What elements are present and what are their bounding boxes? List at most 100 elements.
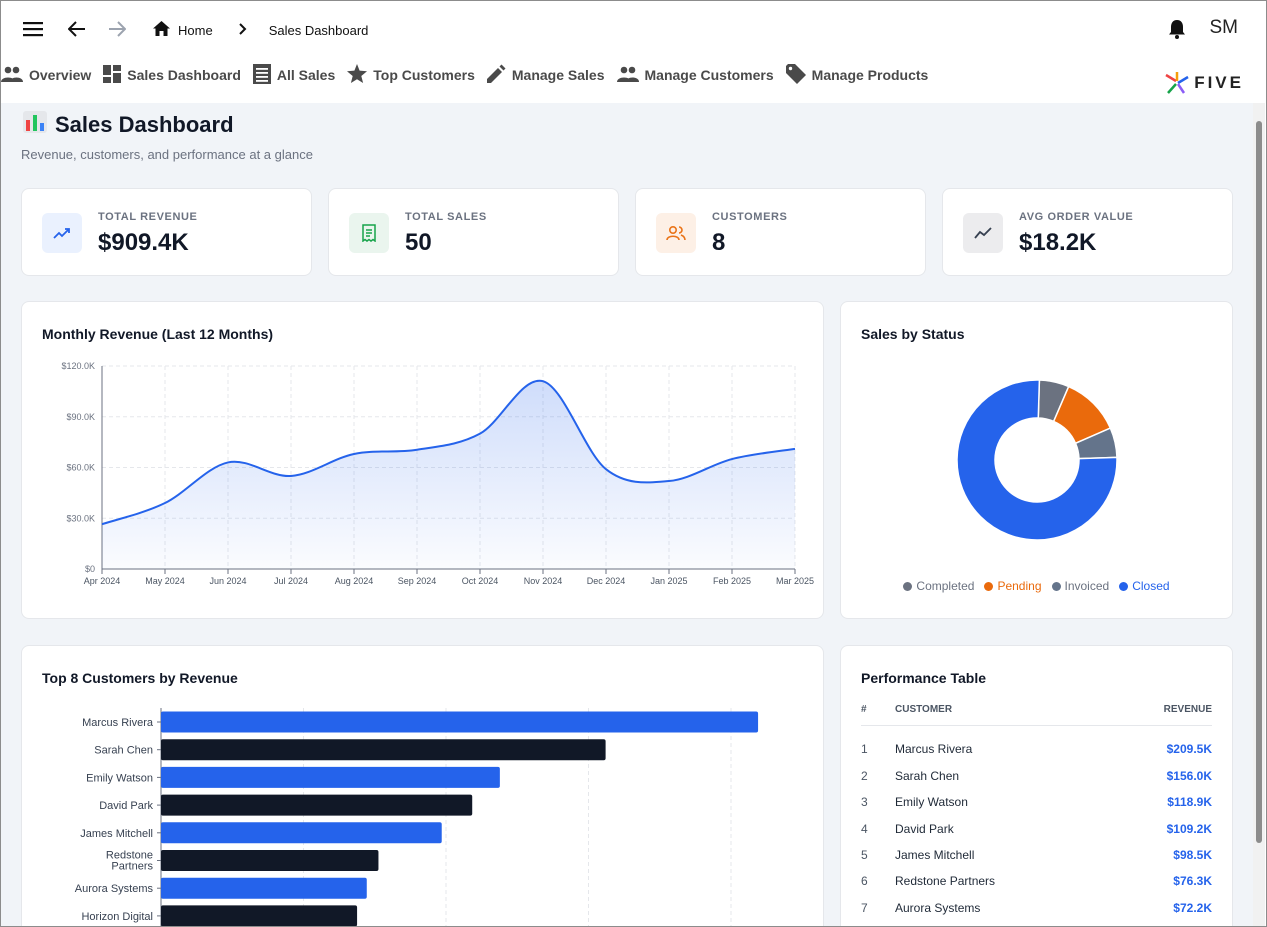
nav-label: Overview (29, 67, 92, 83)
x-tick-label: Dec 2024 (587, 576, 626, 586)
nav-item-all-sales[interactable]: All Sales (252, 63, 335, 87)
legend-dot (1051, 581, 1061, 591)
dashboard-icon (103, 64, 122, 86)
bar-chart-emoji-icon (23, 111, 47, 139)
legend-item-pending[interactable]: Pending (984, 579, 1042, 593)
row-num: 4 (861, 822, 868, 836)
header-revenue: REVENUE (1163, 704, 1212, 715)
chart-line-icon (963, 213, 1003, 253)
table-row[interactable]: 5 James Mitchell $98.5K (861, 848, 1212, 874)
row-num: 1 (861, 742, 868, 756)
x-tick-label: Mar 2025 (776, 576, 814, 586)
category-label: Sarah Chen (94, 745, 153, 757)
five-logo-mark-icon (1165, 72, 1189, 94)
x-tick-label: Oct 2024 (462, 576, 499, 586)
legend-dot (984, 581, 994, 591)
legend-item-closed[interactable]: Closed (1119, 579, 1170, 593)
category-label: James Mitchell (80, 828, 153, 840)
nav-item-manage-products[interactable]: Manage Products (785, 63, 928, 87)
receipt-icon (349, 213, 389, 253)
nav-item-sales-dashboard[interactable]: Sales Dashboard (103, 64, 241, 86)
chart-title: Top 8 Customers by Revenue (42, 670, 238, 686)
back-arrow-icon[interactable] (63, 15, 91, 43)
scrollbar-thumb[interactable] (1256, 121, 1262, 843)
kpi-card-total-sales: TOTAL SALES 50 (328, 188, 619, 276)
people-icon (616, 66, 639, 85)
chart-title: Monthly Revenue (Last 12 Months) (42, 326, 274, 342)
top-customers-chart: Marcus Rivera Sarah Chen Emily Watson David… (75, 708, 759, 926)
revenue-line (101, 379, 796, 526)
row-num: 3 (861, 795, 868, 809)
row-customer: Emily Watson (895, 795, 968, 809)
row-revenue: $72.2K (1173, 901, 1212, 915)
chart-legend: Completed Pending Invoiced Closed (841, 579, 1232, 593)
category-label: David Park (99, 800, 153, 812)
row-revenue: $98.5K (1173, 848, 1212, 862)
logo-text: FIVE (1194, 73, 1244, 92)
users-icon (656, 213, 696, 253)
kpi-value: $909.4K (98, 229, 189, 256)
kpi-card-avg-order-value: AVG ORDER VALUE $18.2K (942, 188, 1233, 276)
kpi-label: AVG ORDER VALUE (1019, 211, 1134, 223)
pie-slice-closed[interactable] (956, 379, 1118, 541)
bar-horizon-digital[interactable] (161, 905, 358, 926)
category-label: Aurora Systems (75, 883, 154, 895)
legend-label: Invoiced (1064, 579, 1110, 593)
page-title-text: Sales Dashboard (55, 112, 234, 137)
table-title: Performance Table (861, 670, 987, 686)
bar-david-park[interactable] (161, 794, 473, 816)
category-label: Partners (111, 861, 153, 873)
legend-item-invoiced[interactable]: Invoiced (1051, 579, 1110, 593)
bar-aurora-systems[interactable] (161, 877, 367, 899)
breadcrumb-home[interactable]: Home (178, 22, 213, 38)
bell-icon[interactable] (1163, 15, 1191, 43)
kpi-card-total-revenue: TOTAL REVENUE $909.4K (21, 188, 312, 276)
bar-marcus-rivera[interactable] (161, 711, 759, 733)
vertical-scrollbar[interactable] (1253, 103, 1265, 926)
nav-label: Manage Sales (511, 67, 605, 83)
table-row[interactable]: 7 Aurora Systems $72.2K (861, 901, 1212, 926)
row-num: 2 (861, 769, 868, 783)
user-avatar[interactable]: SM (1209, 17, 1239, 38)
nav-menu: Overview Sales Dashboard All Sales Top C… (1, 61, 940, 89)
nav-item-overview[interactable]: Overview (1, 66, 91, 85)
bar-emily-watson[interactable] (161, 766, 500, 788)
category-label: Horizon Digital (81, 911, 153, 923)
bar-redstone-partners[interactable] (161, 850, 379, 871)
row-customer: Redstone Partners (895, 874, 996, 888)
table-row[interactable]: 1 Marcus Rivera $209.5K (861, 742, 1212, 768)
row-revenue: $76.3K (1173, 874, 1212, 888)
nav-label: Top Customers (373, 67, 475, 83)
table-row[interactable]: 3 Emily Watson $118.9K (861, 795, 1212, 821)
menu-icon[interactable] (19, 15, 47, 43)
legend-item-completed[interactable]: Completed (903, 579, 974, 593)
nav-item-manage-customers[interactable]: Manage Customers (616, 66, 774, 85)
row-revenue: $109.2K (1166, 822, 1212, 836)
x-tick-label: Jun 2024 (209, 576, 246, 586)
row-revenue: $156.0K (1166, 769, 1212, 783)
table-header: # CUSTOMER REVENUE (861, 704, 1212, 726)
table-row[interactable]: 4 David Park $109.2K (861, 822, 1212, 848)
bar-sarah-chen[interactable] (161, 739, 606, 761)
row-customer: James Mitchell (895, 848, 975, 862)
pencil-icon (486, 64, 506, 86)
revenue-area (102, 380, 795, 569)
nav-item-top-customers[interactable]: Top Customers (347, 64, 475, 86)
sales-by-status-card: Sales by Status Completed Pending Invoiced… (840, 301, 1233, 619)
home-icon[interactable] (153, 21, 170, 39)
nav-item-manage-sales[interactable]: Manage Sales (486, 64, 605, 86)
legend-dot (1119, 581, 1129, 591)
kpi-value: 50 (405, 229, 432, 256)
y-tick-label: $120.0K (61, 361, 95, 371)
forward-arrow-icon[interactable] (103, 15, 131, 43)
monthly-revenue-card: Monthly Revenue (Last 12 Months) $0 $30.0… (21, 301, 824, 619)
bar-james-mitchell[interactable] (161, 822, 442, 844)
y-tick-label: $90.0K (66, 412, 95, 422)
kpi-value: $18.2K (1019, 229, 1097, 256)
x-tick-label: Jan 2025 (650, 576, 687, 586)
table-row[interactable]: 2 Sarah Chen $156.0K (861, 769, 1212, 795)
table-row[interactable]: 6 Redstone Partners $76.3K (861, 874, 1212, 900)
star-icon (347, 64, 368, 86)
page-title: Sales Dashboard (23, 111, 234, 139)
